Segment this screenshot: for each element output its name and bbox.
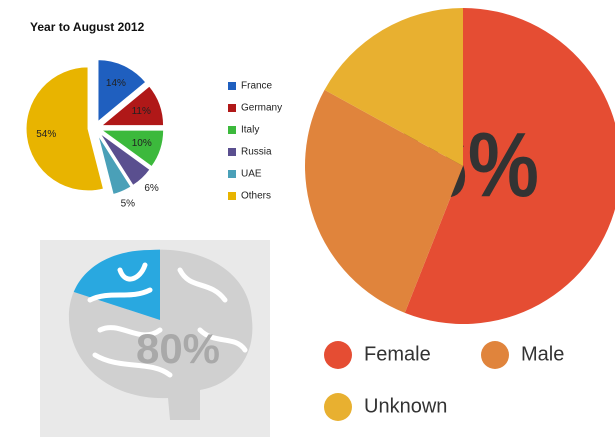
legend-label: Others <box>241 191 271 202</box>
legend-label: Female <box>364 343 431 365</box>
legend-swatch <box>228 82 236 90</box>
data-label: 5% <box>121 198 136 209</box>
center-label: 80% <box>136 325 220 372</box>
data-label: 14% <box>106 78 126 89</box>
data-label: 11% <box>132 106 151 117</box>
data-label: 6% <box>144 183 159 194</box>
legend-swatch <box>324 341 352 369</box>
legend-label: UAE <box>241 169 262 180</box>
legend-swatch <box>228 170 236 178</box>
data-label: 10% <box>132 138 152 149</box>
data-label: 54% <box>36 129 56 140</box>
legend-label: Italy <box>241 125 259 136</box>
collage: Year to August 2012 14% 11% 10% 6% 5% 54% Fran… <box>0 0 615 437</box>
legend-swatch <box>481 341 509 369</box>
legend-label: Unknown <box>364 395 447 417</box>
legend-swatch <box>228 126 236 134</box>
legend-swatch <box>228 148 236 156</box>
chart-title: Year to August 2012 <box>30 20 145 34</box>
legend-swatch <box>228 104 236 112</box>
legend-label: France <box>241 81 273 92</box>
legend-label: Male <box>521 343 564 365</box>
legend-swatch <box>324 393 352 421</box>
legend-label: Russia <box>241 147 272 158</box>
legend-swatch <box>228 192 236 200</box>
legend-label: Germany <box>241 103 282 114</box>
